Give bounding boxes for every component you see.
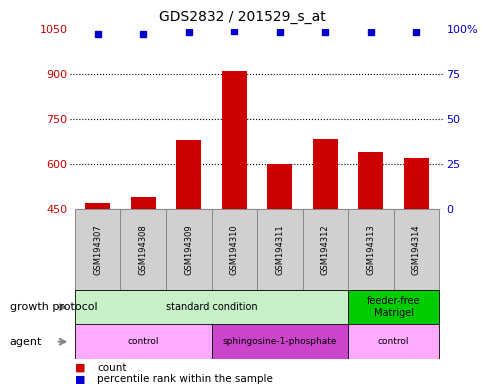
Text: GDS2832 / 201529_s_at: GDS2832 / 201529_s_at (159, 10, 325, 23)
Text: GSM194308: GSM194308 (138, 224, 148, 275)
Text: GSM194313: GSM194313 (365, 224, 375, 275)
Bar (302, 209, 348, 290)
Bar (211, 209, 257, 290)
Text: GSM194312: GSM194312 (320, 224, 329, 275)
Text: GSM194309: GSM194309 (184, 224, 193, 275)
Bar (85, 203, 110, 209)
Text: control: control (127, 337, 159, 346)
Text: control: control (377, 337, 408, 346)
Text: standard condition: standard condition (166, 302, 257, 312)
Text: sphingosine-1-phosphate: sphingosine-1-phosphate (222, 337, 336, 346)
Bar (348, 290, 439, 324)
Text: growth protocol: growth protocol (10, 302, 97, 312)
Bar (358, 152, 383, 209)
Bar (348, 324, 439, 359)
Text: GSM194307: GSM194307 (93, 224, 102, 275)
Text: agent: agent (10, 337, 42, 347)
Bar (130, 197, 155, 209)
Bar (166, 209, 211, 290)
Text: GSM194311: GSM194311 (275, 224, 284, 275)
Text: ■: ■ (75, 374, 86, 384)
Bar (312, 139, 337, 209)
Bar (75, 209, 120, 290)
Bar (348, 209, 393, 290)
Bar (75, 290, 348, 324)
Text: feeder-free
Matrigel: feeder-free Matrigel (366, 296, 420, 318)
Text: GSM194314: GSM194314 (411, 224, 420, 275)
Bar (75, 324, 211, 359)
Bar (267, 164, 292, 209)
Text: ■: ■ (75, 363, 86, 373)
Bar (211, 324, 348, 359)
Bar (403, 158, 428, 209)
Text: GSM194310: GSM194310 (229, 224, 238, 275)
Text: percentile rank within the sample: percentile rank within the sample (97, 374, 272, 384)
Text: count: count (97, 363, 126, 373)
Bar (221, 71, 246, 209)
Bar (176, 140, 201, 209)
Bar (393, 209, 439, 290)
Bar (257, 209, 302, 290)
Bar (120, 209, 166, 290)
